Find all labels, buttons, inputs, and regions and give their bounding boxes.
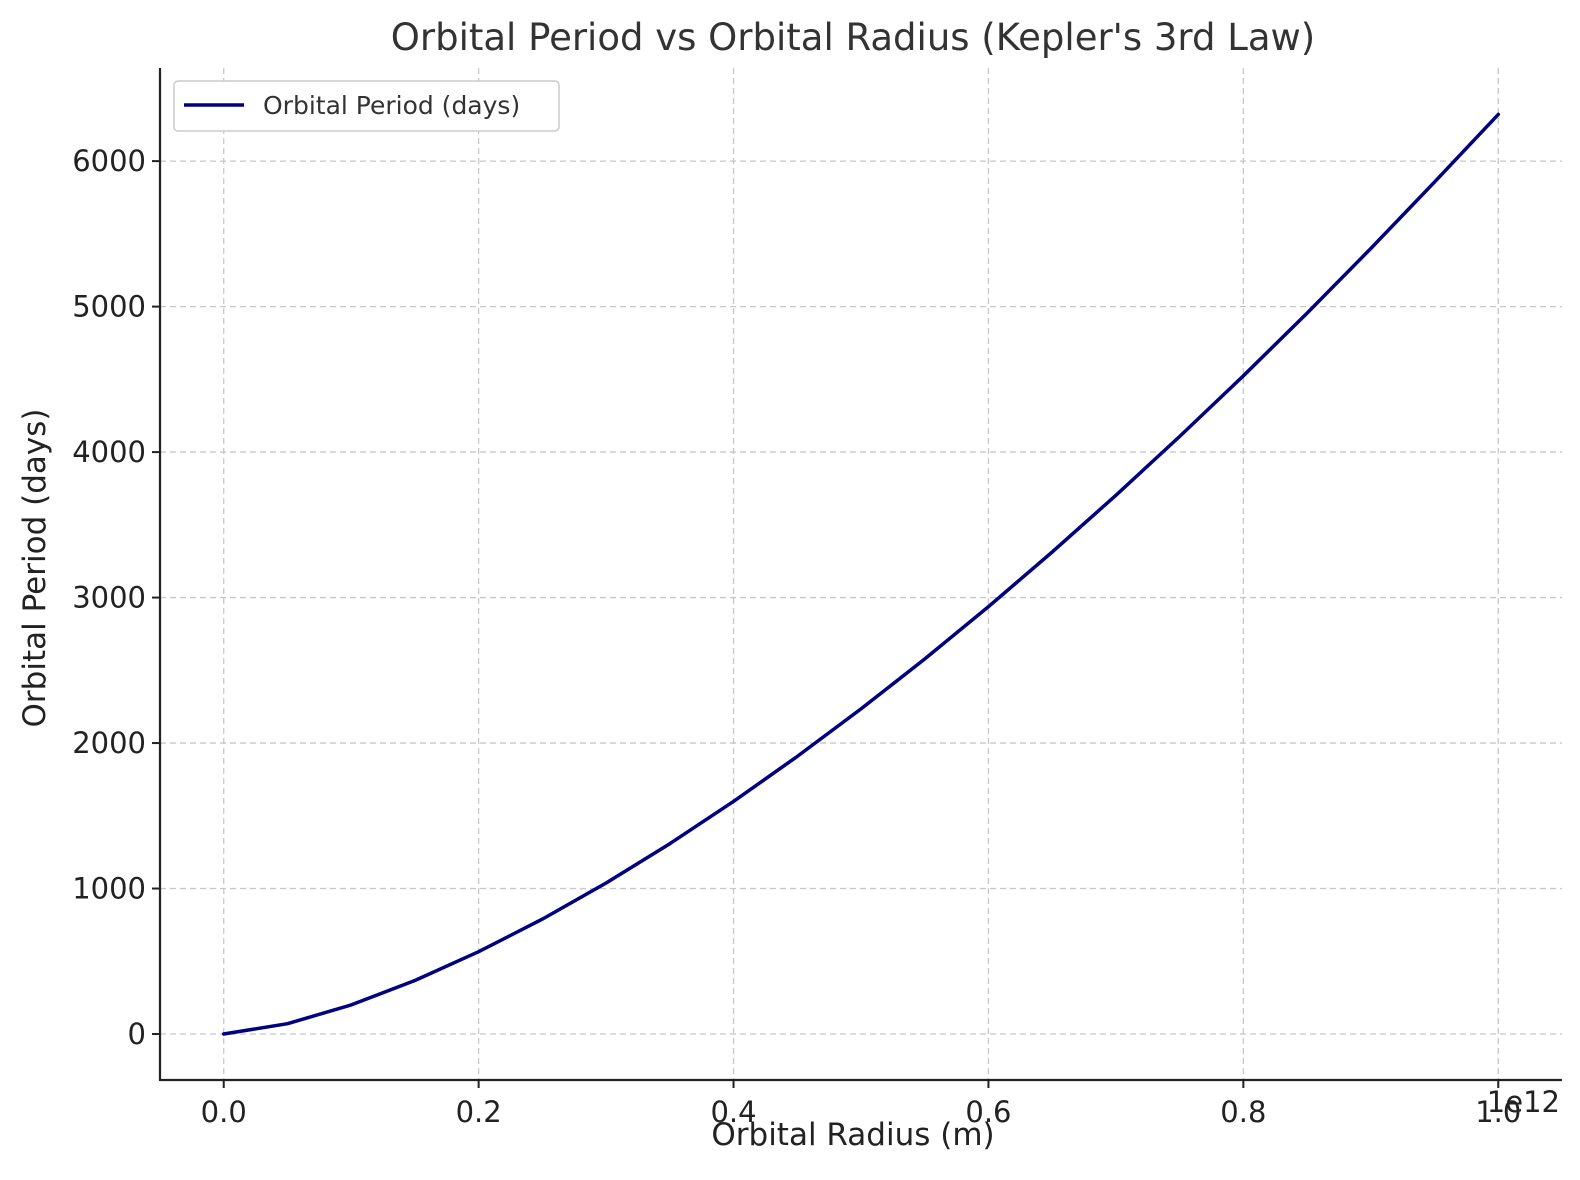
- y-tick-label: 1000: [72, 872, 146, 906]
- x-tick-label: 0.2: [456, 1095, 502, 1129]
- x-tick-label: 0.4: [710, 1095, 756, 1129]
- chart-title: Orbital Period vs Orbital Radius (Kepler…: [391, 16, 1315, 59]
- x-tick-label: 0.6: [965, 1095, 1011, 1129]
- x-axis-label: Orbital Radius (m): [711, 1117, 994, 1153]
- axis-spines: [158, 68, 1562, 1082]
- legend-entry-label: Orbital Period (days): [263, 91, 520, 120]
- x-axis-offset-label: 1e12: [1487, 1085, 1560, 1119]
- ticks: 0.0 0.2 0.4 0.6 0.8 1.0 0 1000 2000 3000 4000 5000 6…: [72, 144, 1521, 1129]
- axes: [158, 68, 1562, 1082]
- legend-box: [173, 80, 560, 132]
- grid-lines: [160, 68, 1562, 1080]
- y-tick-label: 0: [128, 1017, 146, 1051]
- y-tick-label: 5000: [72, 290, 146, 324]
- y-tick-label: 3000: [72, 581, 146, 615]
- legend: Orbital Period (days): [173, 80, 560, 132]
- y-tick-label: 6000: [72, 144, 146, 178]
- x-tick-label: 1.0: [1475, 1095, 1521, 1129]
- series-layer: [221, 112, 1501, 1036]
- x-tick-label: 0.8: [1220, 1095, 1266, 1129]
- series-line: [221, 112, 1501, 1036]
- y-axis-label: Orbital Period (days): [17, 409, 53, 728]
- y-tick-label: 2000: [72, 726, 146, 760]
- y-tick-label: 4000: [72, 435, 146, 469]
- x-tick-label: 0.0: [201, 1095, 247, 1129]
